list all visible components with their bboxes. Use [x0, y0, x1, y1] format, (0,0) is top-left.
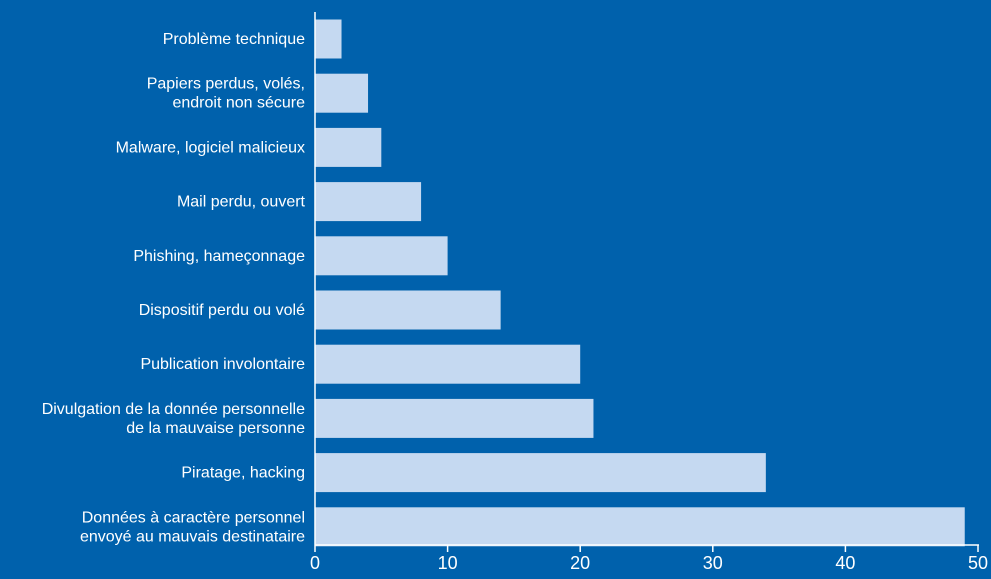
category-label-line: Dispositif perdu ou volé: [139, 302, 305, 319]
category-label-6: Publication involontaire: [140, 356, 305, 373]
x-tick-label-4: 40: [835, 553, 855, 573]
category-label-9: Données à caractère personnel envoyé au m…: [80, 509, 305, 545]
bar-7: [315, 398, 594, 438]
category-label-line: Problème technique: [163, 31, 305, 48]
category-label-line: envoyé au mauvais destinataire: [80, 528, 305, 545]
x-tick-label-3: 30: [703, 553, 723, 573]
x-tick-label-1: 10: [438, 553, 458, 573]
category-label-line: Piratage, hacking: [181, 464, 305, 481]
category-label-line: Données à caractère personnel: [82, 509, 305, 526]
x-tick-label-0: 0: [310, 553, 320, 573]
x-tick-label-5: 50: [968, 553, 988, 573]
category-label-8: Piratage, hacking: [181, 464, 305, 481]
category-label-1: Papiers perdus, volés, endroit non sécure: [147, 75, 305, 111]
category-label-line: endroit non sécure: [172, 94, 305, 111]
category-label-7: Divulgation de la donnée personnelle de l…: [42, 400, 305, 436]
bar-6: [315, 344, 581, 384]
category-label-0: Problème technique: [163, 31, 305, 48]
bar-3: [315, 182, 422, 222]
bar-0: [315, 19, 342, 59]
bar-5: [315, 290, 501, 330]
bar-1: [315, 73, 369, 113]
bar-4: [315, 236, 448, 276]
category-label-line: Divulgation de la donnée personnelle: [42, 400, 305, 417]
category-label-3: Mail perdu, ouvert: [177, 193, 306, 210]
bar-9: [315, 507, 965, 547]
bar-8: [315, 453, 766, 493]
x-tick-label-2: 20: [570, 553, 590, 573]
category-label-4: Phishing, hameçonnage: [133, 247, 305, 264]
category-label-2: Malware, logiciel malicieux: [116, 139, 305, 156]
category-label-line: Phishing, hameçonnage: [133, 247, 305, 264]
category-label-line: de la mauvaise personne: [126, 419, 305, 436]
category-label-line: Malware, logiciel malicieux: [116, 139, 305, 156]
bar-2: [315, 127, 382, 167]
category-label-line: Mail perdu, ouvert: [177, 193, 306, 210]
category-label-5: Dispositif perdu ou volé: [139, 302, 305, 319]
category-label-line: Papiers perdus, volés,: [147, 75, 305, 92]
category-label-line: Publication involontaire: [140, 356, 305, 373]
